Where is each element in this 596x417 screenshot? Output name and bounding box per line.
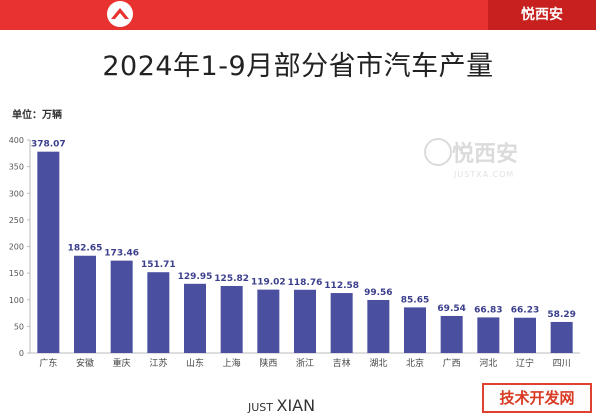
y-tick-label: 0 (19, 349, 24, 358)
bar (37, 151, 60, 353)
bar (404, 307, 426, 353)
watermark-text: 悦西安 (452, 142, 519, 167)
x-tick-label: 广东 (39, 357, 57, 369)
y-tick-label: 150 (9, 269, 24, 278)
bar-value-label: 119.02 (251, 278, 286, 288)
bar-value-label: 129.95 (178, 272, 213, 282)
y-tick-label: 400 (9, 136, 24, 145)
unit-label: 单位：万辆 (12, 110, 62, 121)
bar (257, 289, 280, 353)
bar-value-label: 66.83 (474, 305, 502, 315)
y-tick-label: 250 (9, 216, 24, 225)
bar (110, 260, 133, 353)
x-tick-label: 河北 (479, 357, 497, 369)
bar-value-label: 85.65 (401, 295, 429, 305)
y-tick-label: 350 (9, 163, 24, 172)
y-tick-label: 50 (14, 322, 24, 331)
x-tick-label: 安徽 (76, 357, 94, 369)
brand-logo-icon (107, 1, 133, 27)
x-tick-label: 吉林 (333, 357, 351, 369)
bar-value-label: 118.76 (288, 278, 323, 288)
bar-value-label: 125.82 (214, 274, 249, 284)
bar (367, 299, 390, 353)
footer-prefix: JUST (248, 401, 273, 414)
footer-main: XIAN (276, 396, 316, 415)
x-tick-label: 上海 (223, 357, 241, 369)
bar-value-label: 151.71 (141, 260, 176, 270)
x-tick-label: 辽宁 (516, 357, 534, 369)
watermark: 悦西安 JUSTXA.COM (424, 136, 564, 186)
bar-value-label: 112.58 (324, 281, 359, 291)
bar-value-label: 69.54 (437, 304, 465, 314)
bar (330, 293, 353, 353)
x-tick-label: 陕西 (259, 357, 277, 369)
brand-tag: 悦西安 (488, 0, 596, 30)
x-tick-label: 江苏 (149, 357, 167, 369)
bar-value-label: 58.29 (547, 310, 575, 320)
bar (440, 315, 463, 353)
x-tick-label: 北京 (406, 357, 424, 369)
watermark-logo-icon (424, 138, 452, 166)
x-tick-label: 山东 (186, 357, 204, 369)
bar-value-label: 378.07 (31, 140, 66, 150)
bar (220, 286, 243, 353)
bar-value-label: 99.56 (364, 288, 392, 298)
chart-title: 2024年1-9月部分省市汽车产量 (102, 51, 494, 82)
bar (184, 283, 206, 353)
bar (74, 255, 96, 353)
bar (514, 317, 536, 353)
x-tick-label: 湖北 (369, 358, 387, 369)
bar-value-label: 66.23 (511, 306, 539, 316)
watermark-subtext: JUSTXA.COM (454, 170, 515, 179)
y-tick-label: 200 (9, 243, 24, 252)
bar-value-label: 173.46 (104, 249, 139, 259)
bar (477, 317, 500, 353)
y-tick-label: 100 (9, 296, 24, 305)
site-watermark: 技术开发网 (482, 383, 592, 413)
bar (294, 289, 316, 353)
footer-logo: JUST XIAN (248, 396, 315, 415)
x-tick-label: 重庆 (113, 357, 131, 369)
x-tick-label: 四川 (553, 359, 571, 369)
top-banner: 悦西安 (0, 0, 596, 30)
bar (147, 272, 170, 353)
bar-value-label: 182.65 (68, 244, 103, 254)
y-tick-label: 300 (9, 189, 24, 198)
bar (550, 321, 573, 353)
x-tick-label: 广西 (443, 357, 461, 369)
x-tick-label: 浙江 (296, 357, 314, 369)
bar-chart: 0 50 100 150 200 250 300 350 400 378.07 广东 182.65 安徽… (9, 136, 580, 369)
